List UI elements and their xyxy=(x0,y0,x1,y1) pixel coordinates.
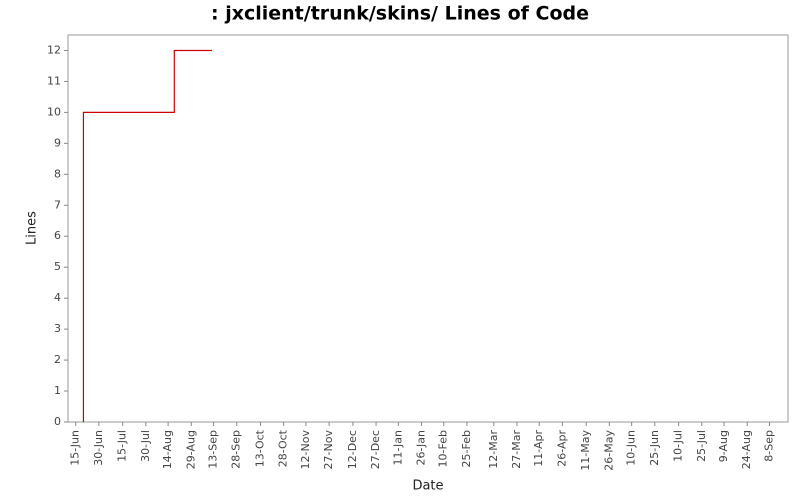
x-tick-label: 25-Jun xyxy=(648,430,661,466)
y-tick-label: 3 xyxy=(54,322,61,335)
x-tick-label: 15-Jun xyxy=(69,430,82,466)
x-tick-label: 26-Jan xyxy=(414,430,427,466)
y-tick-label: 11 xyxy=(47,74,61,87)
chart-title: : jxclient/trunk/skins/ Lines of Code xyxy=(211,3,589,25)
x-tick-label: 28-Oct xyxy=(277,429,290,467)
y-tick-label: 0 xyxy=(54,415,61,428)
x-tick-label: 26-May xyxy=(602,430,615,471)
x-tick-label: 14-Aug xyxy=(161,430,174,469)
y-tick-label: 1 xyxy=(54,384,61,397)
y-tick-label: 2 xyxy=(54,353,61,366)
x-tick-label: 12-Nov xyxy=(299,430,312,470)
x-tick-label: 27-Dec xyxy=(369,430,382,469)
y-tick-label: 6 xyxy=(54,229,61,242)
y-tick-label: 7 xyxy=(54,198,61,211)
x-tick-label: 9-Aug xyxy=(717,430,730,462)
x-tick-label: 29-Aug xyxy=(184,430,197,469)
x-tick-label: 10-Jul xyxy=(672,430,685,462)
y-tick-label: 12 xyxy=(47,43,61,56)
x-tick-label: 30-Jul xyxy=(139,430,152,462)
plot-area xyxy=(67,34,789,423)
x-tick-label: 11-May xyxy=(579,430,592,471)
x-tick-label: 30-Jun xyxy=(92,430,105,466)
x-tick-label: 13-Oct xyxy=(254,429,267,467)
x-tick-label: 11-Jan xyxy=(391,430,404,466)
y-tick-label: 10 xyxy=(47,105,61,118)
x-tick-label: 25-Feb xyxy=(460,430,473,467)
y-axis-label: Lines xyxy=(25,211,40,245)
x-tick-label: 12-Mar xyxy=(487,430,500,469)
x-tick-label: 12-Dec xyxy=(346,430,359,469)
x-tick-label: 25-Jul xyxy=(695,430,708,462)
x-tick-label: 28-Sep xyxy=(230,430,243,469)
y-tick-label: 4 xyxy=(54,291,61,304)
y-tick-label: 5 xyxy=(54,260,61,273)
x-tick-label: 27-Mar xyxy=(510,430,523,469)
x-tick-label: 26-Apr xyxy=(555,430,568,467)
x-tick-label: 13-Sep xyxy=(207,430,220,469)
y-tick-label: 9 xyxy=(54,136,61,149)
step-line xyxy=(82,49,213,422)
x-tick-label: 15-Jul xyxy=(116,430,129,462)
x-tick-label: 10-Feb xyxy=(437,430,450,467)
y-tick-label: 8 xyxy=(54,167,61,180)
x-tick-label: 24-Aug xyxy=(740,430,753,469)
x-axis-label: Date xyxy=(412,479,443,494)
x-tick-label: 27-Nov xyxy=(322,430,335,470)
x-tick-label: 10-Jun xyxy=(625,430,638,466)
x-tick-label: 11-Apr xyxy=(532,430,545,467)
x-tick-label: 8-Sep xyxy=(762,430,775,462)
